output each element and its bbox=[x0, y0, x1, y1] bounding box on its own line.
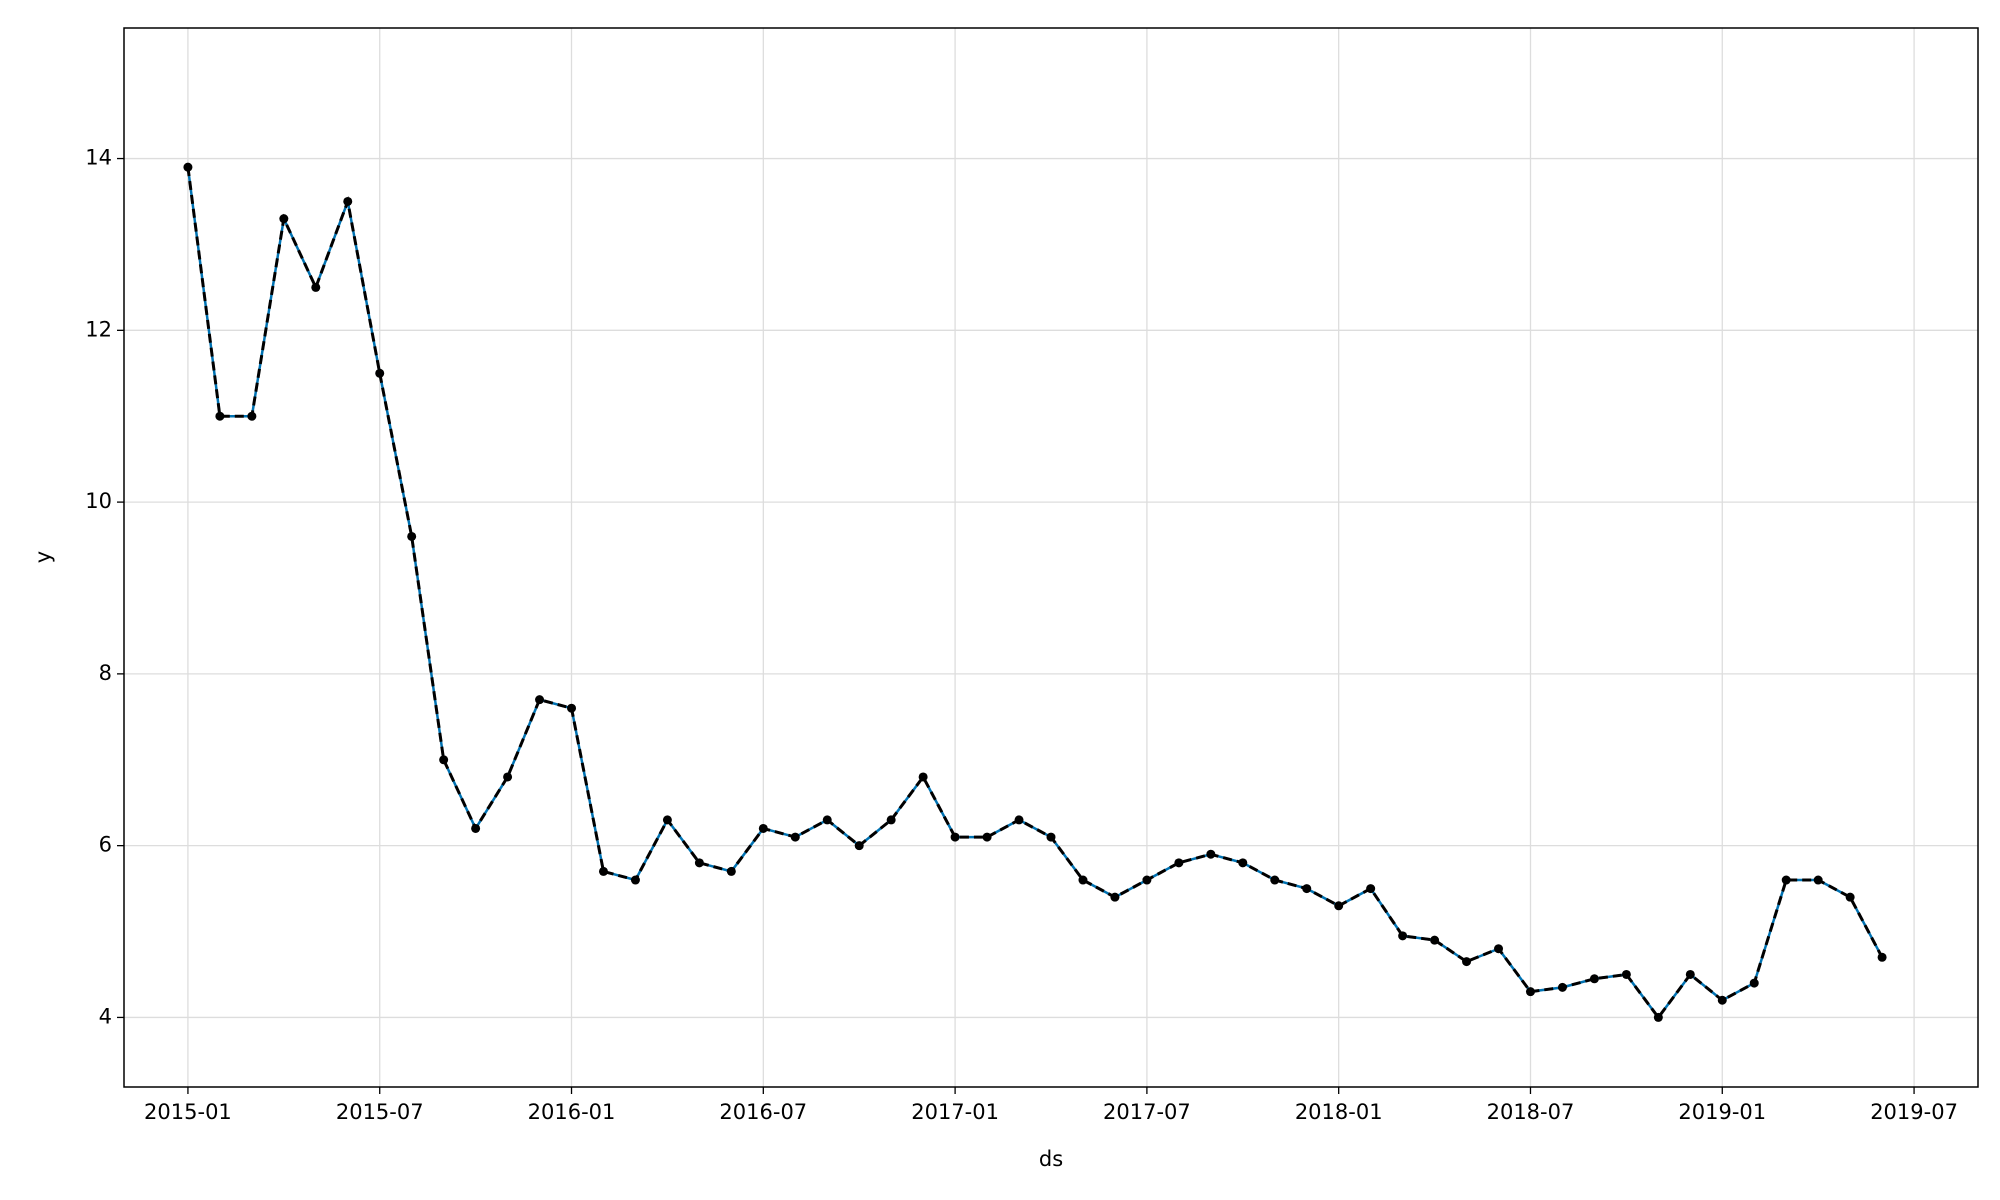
data-point bbox=[343, 196, 353, 206]
data-point bbox=[1653, 1012, 1663, 1022]
x-axis-label: ds bbox=[1039, 1147, 1063, 1171]
data-point bbox=[1142, 875, 1152, 885]
plot-frame bbox=[123, 27, 1979, 1088]
data-point bbox=[1557, 982, 1567, 992]
data-point bbox=[1398, 931, 1408, 941]
x-tick-label: 2018-01 bbox=[1295, 1100, 1383, 1124]
y-tick-label: 8 bbox=[99, 661, 112, 685]
x-tick-label: 2015-01 bbox=[144, 1100, 232, 1124]
data-point bbox=[1749, 978, 1759, 988]
data-point bbox=[1046, 832, 1056, 842]
data-point bbox=[758, 823, 768, 833]
x-tick-label: 2017-01 bbox=[911, 1100, 999, 1124]
data-point bbox=[1078, 875, 1088, 885]
x-tick-label: 2019-07 bbox=[1870, 1100, 1958, 1124]
data-point bbox=[1813, 875, 1823, 885]
data-point bbox=[790, 832, 800, 842]
data-point bbox=[503, 772, 513, 782]
y-tick-label: 14 bbox=[85, 146, 112, 170]
data-point bbox=[183, 162, 193, 172]
data-point bbox=[1014, 815, 1024, 825]
x-tick-label: 2016-07 bbox=[719, 1100, 807, 1124]
data-point bbox=[1110, 892, 1120, 902]
data-point bbox=[854, 841, 864, 851]
data-point bbox=[598, 866, 608, 876]
x-tick-label: 2017-07 bbox=[1103, 1100, 1191, 1124]
data-point bbox=[1525, 987, 1535, 997]
x-tick-label: 2016-01 bbox=[528, 1100, 616, 1124]
data-point bbox=[982, 832, 992, 842]
data-point bbox=[407, 531, 417, 541]
data-point bbox=[1845, 892, 1855, 902]
y-axis-label: y bbox=[31, 551, 55, 563]
data-point bbox=[439, 755, 449, 765]
data-point bbox=[822, 815, 832, 825]
data-point bbox=[471, 823, 481, 833]
data-point bbox=[279, 214, 289, 224]
data-point bbox=[1685, 969, 1695, 979]
data-point bbox=[1302, 884, 1312, 894]
data-point bbox=[375, 368, 385, 378]
x-tick-label: 2015-07 bbox=[336, 1100, 424, 1124]
data-point bbox=[918, 772, 928, 782]
data-point bbox=[1430, 935, 1440, 945]
data-point bbox=[726, 866, 736, 876]
data-point bbox=[1589, 974, 1599, 984]
data-point bbox=[1462, 957, 1472, 967]
data-point bbox=[247, 411, 257, 421]
data-point bbox=[535, 695, 545, 705]
data-point bbox=[1270, 875, 1280, 885]
series-line bbox=[186, 166, 1884, 1020]
data-point bbox=[886, 815, 896, 825]
data-point bbox=[1206, 849, 1216, 859]
y-tick-label: 10 bbox=[85, 489, 112, 513]
y-tick-label: 4 bbox=[99, 1004, 112, 1028]
data-point bbox=[1717, 995, 1727, 1005]
x-tick-label: 2019-01 bbox=[1678, 1100, 1766, 1124]
data-point bbox=[1621, 969, 1631, 979]
data-point bbox=[567, 703, 577, 713]
data-point bbox=[1238, 858, 1248, 868]
data-point bbox=[662, 815, 672, 825]
y-tick-label: 6 bbox=[99, 833, 112, 857]
data-point bbox=[1366, 884, 1376, 894]
data-point bbox=[1494, 944, 1504, 954]
data-point bbox=[630, 875, 640, 885]
x-tick-label: 2018-07 bbox=[1487, 1100, 1575, 1124]
data-point bbox=[950, 832, 960, 842]
y-tick-label: 12 bbox=[85, 317, 112, 341]
data-point bbox=[1174, 858, 1184, 868]
data-point bbox=[311, 282, 321, 292]
data-point bbox=[1877, 952, 1887, 962]
data-point bbox=[1781, 875, 1791, 885]
data-point bbox=[694, 858, 704, 868]
data-point bbox=[215, 411, 225, 421]
data-point bbox=[1334, 901, 1344, 911]
